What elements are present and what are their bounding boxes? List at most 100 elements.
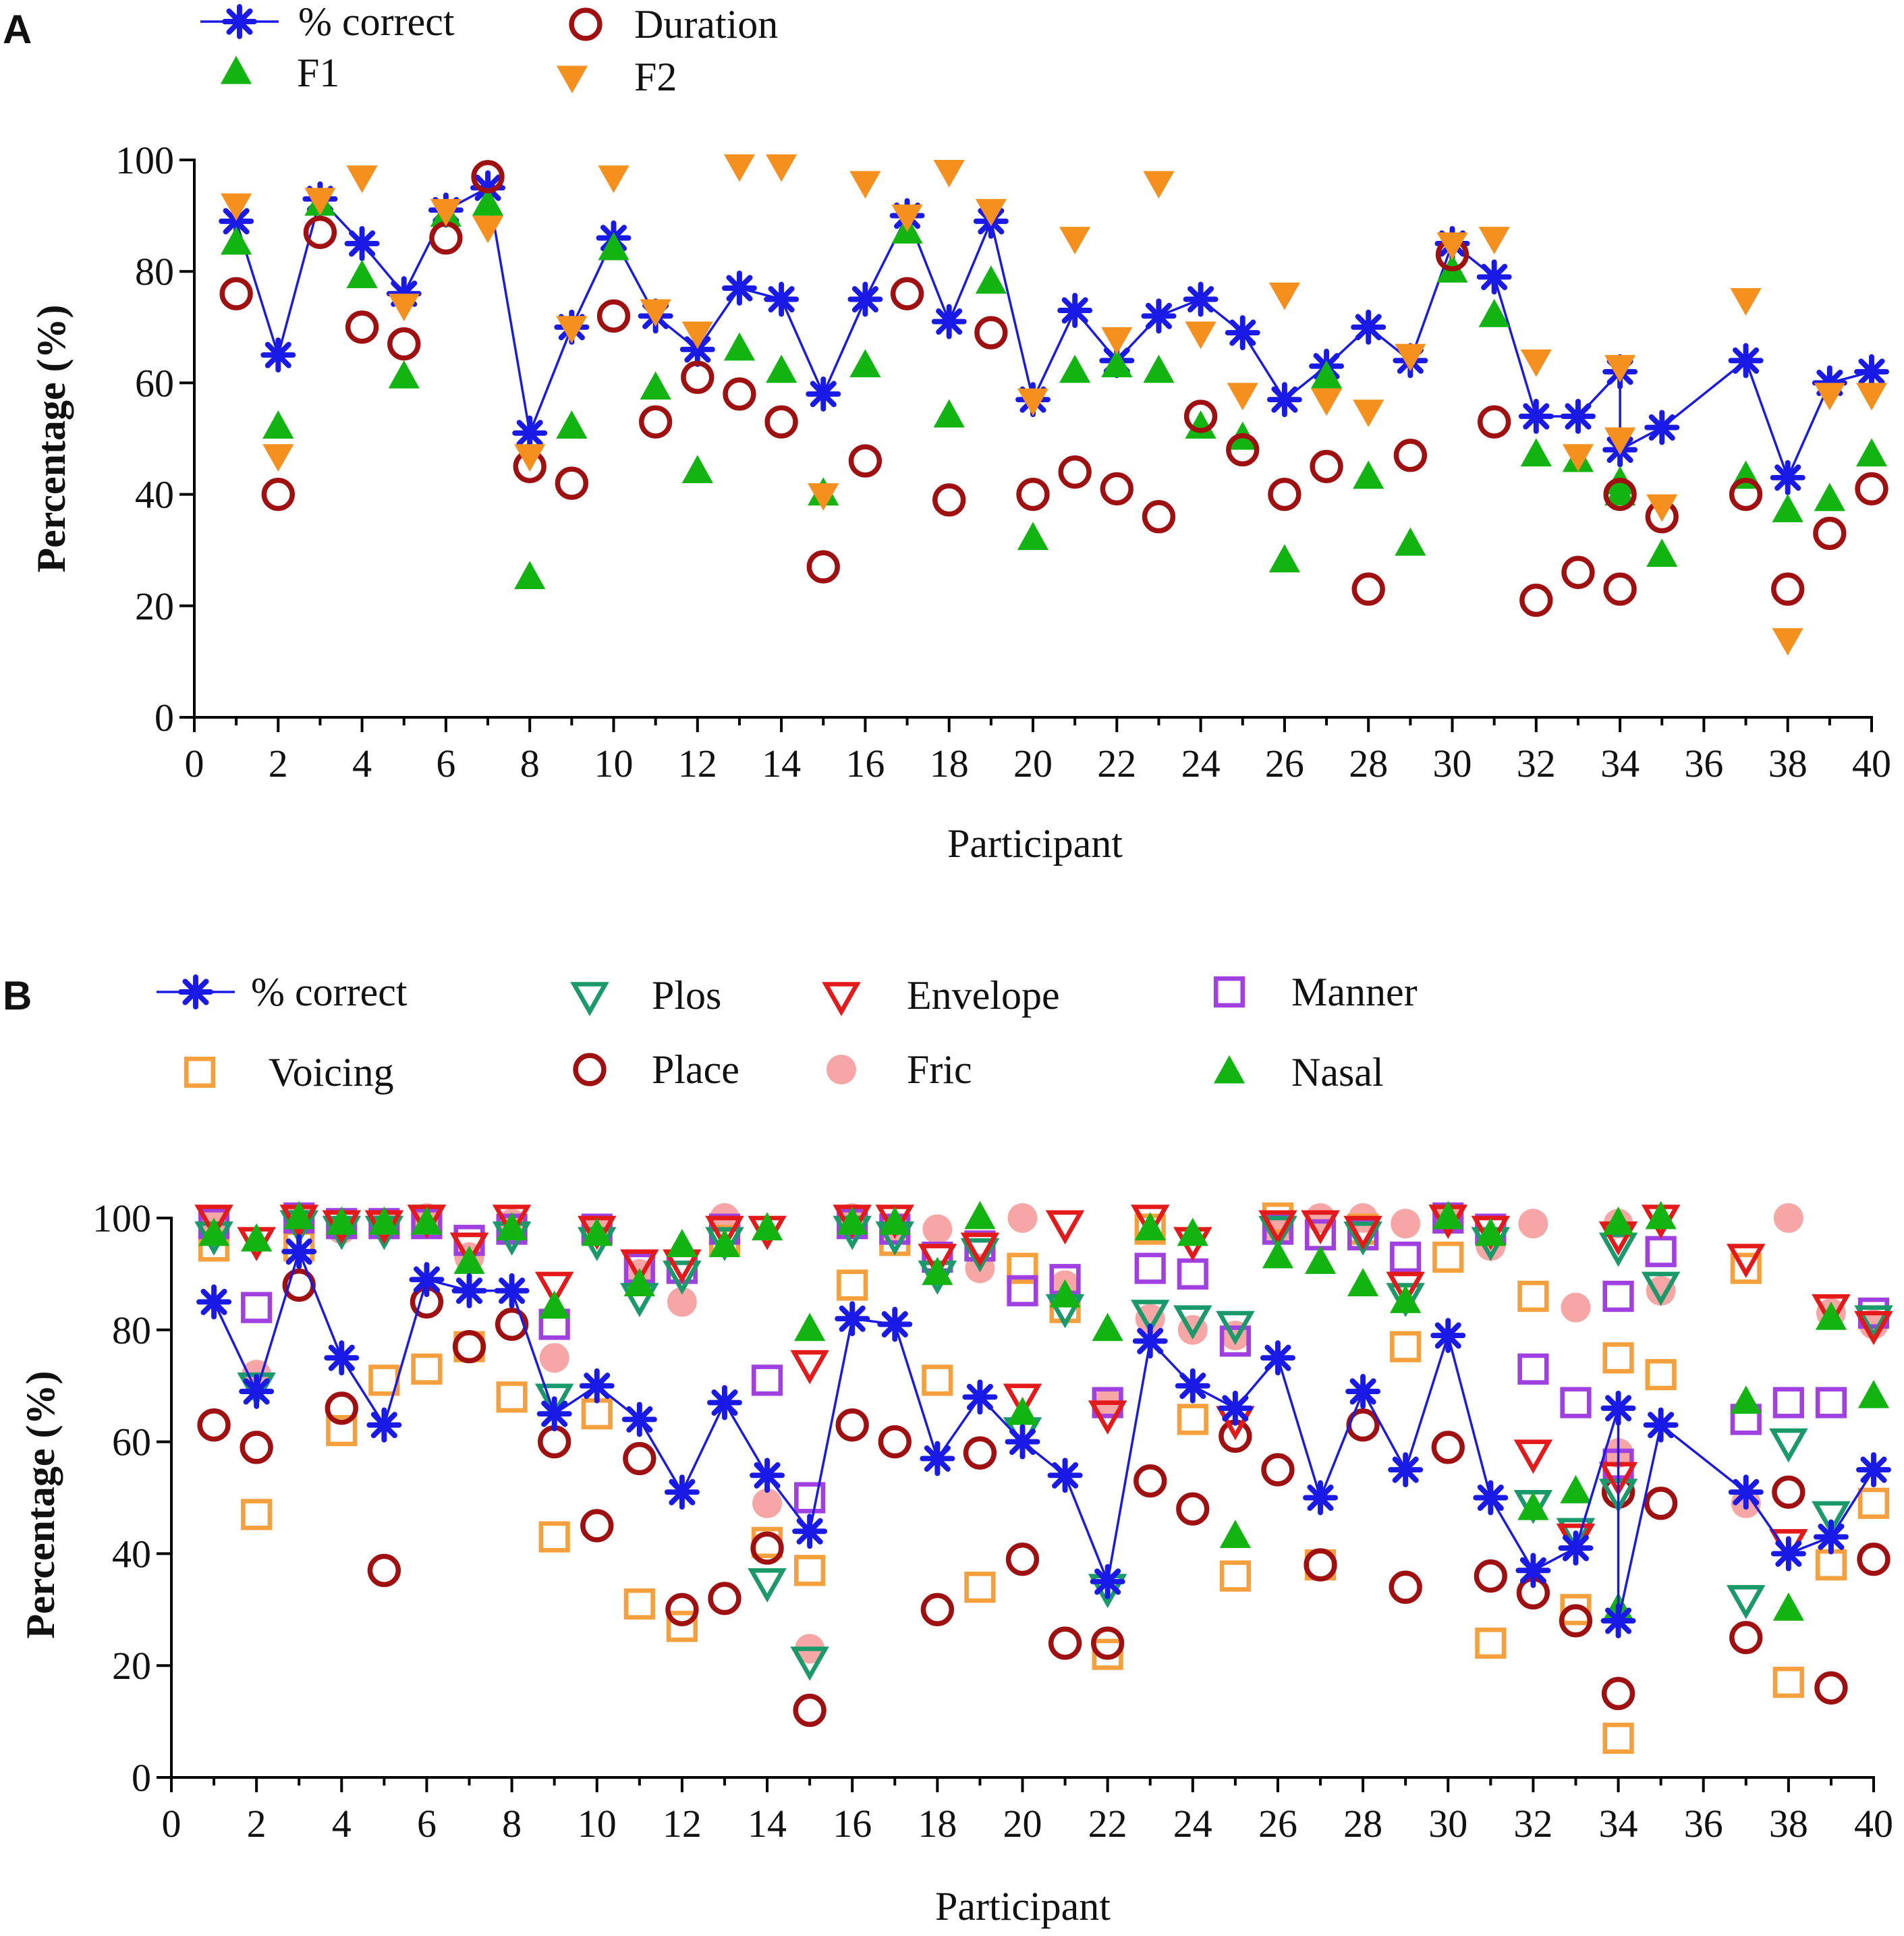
x-tick-label: 34	[1600, 742, 1640, 785]
x-tick-label: 30	[1433, 742, 1472, 785]
data-point-duration	[806, 550, 840, 584]
data-point-f2	[1855, 383, 1888, 411]
x-tick-label: 40	[1854, 1802, 1893, 1846]
data-point-envelope	[1003, 1383, 1042, 1418]
data-point-envelope	[534, 1271, 574, 1306]
x-tick-label: 36	[1684, 1802, 1723, 1846]
data-point-envelope	[194, 1205, 233, 1239]
data-point-plos	[748, 1568, 787, 1603]
data-point-voicing	[1645, 1359, 1677, 1391]
x-tick-label: 26	[1265, 742, 1304, 785]
data-point-f1	[766, 354, 797, 383]
data-point-f1	[514, 561, 546, 589]
data-point-f1	[975, 265, 1007, 294]
data-point-manner	[1815, 1387, 1847, 1418]
data-point-pct-correct	[1430, 1318, 1466, 1354]
series-line-pct-correct	[213, 1248, 1875, 1622]
data-point-f2	[849, 171, 881, 199]
data-point-pct-correct	[239, 1374, 275, 1409]
legend-item-fric: Fric	[827, 1047, 972, 1092]
data-point-duration	[1771, 572, 1805, 606]
data-point-voicing	[1730, 1252, 1762, 1284]
data-point-duration	[1226, 433, 1260, 467]
data-point-duration	[219, 277, 253, 310]
data-point-pct-correct	[1388, 1452, 1424, 1488]
data-point-place	[1729, 1621, 1763, 1655]
legend-marker-fric	[827, 1055, 856, 1084]
x-tick-label: 24	[1173, 1802, 1212, 1846]
data-point-pct-correct	[1856, 1452, 1891, 1488]
data-point-f1	[1310, 360, 1343, 389]
data-point-f2	[1017, 388, 1049, 416]
x-tick-label: 20	[1003, 1802, 1042, 1846]
y-axis-title-b: Percentage (%)	[18, 1371, 63, 1638]
data-point-f1	[640, 371, 671, 400]
data-point-voicing	[411, 1353, 443, 1385]
data-point-nasal	[708, 1229, 741, 1257]
data-point-pct-correct	[877, 1306, 913, 1342]
data-point-pct-correct	[1225, 315, 1260, 351]
data-point-pct-correct	[1558, 1530, 1594, 1566]
data-point-f2	[1436, 232, 1468, 260]
data-point-manner	[241, 1292, 273, 1323]
data-point-plos	[1130, 1300, 1170, 1334]
data-point-pct-correct	[1132, 1323, 1168, 1359]
x-tick-label: 10	[578, 1802, 617, 1846]
data-point-f1	[1646, 538, 1678, 567]
data-point-voicing	[1602, 1722, 1634, 1754]
data-point-fric	[1646, 1275, 1676, 1306]
legend-label: % correct	[298, 0, 455, 44]
data-point-place	[1091, 1626, 1125, 1660]
x-tick-label: 30	[1428, 1802, 1467, 1846]
data-point-nasal	[1049, 1279, 1081, 1308]
data-point-duration	[974, 316, 1008, 350]
series-nasal	[198, 1200, 1890, 1621]
data-point-pct-correct	[344, 225, 380, 261]
data-point-pct-correct	[1351, 309, 1387, 345]
data-point-pct-correct	[931, 304, 967, 339]
data-point-f1	[681, 455, 713, 484]
data-point-duration	[1855, 472, 1888, 505]
data-point-nasal	[964, 1200, 996, 1229]
data-point-f2	[304, 188, 336, 216]
legend-marker-voicing	[184, 1056, 216, 1088]
data-point-pct-correct	[1770, 460, 1805, 495]
legend-item-pct-correct: % correct	[200, 0, 455, 44]
data-point-envelope	[1513, 1439, 1553, 1474]
data-point-envelope	[492, 1205, 532, 1239]
data-point-nasal	[1815, 1301, 1847, 1330]
data-point-plos	[1598, 1232, 1638, 1267]
data-point-voicing	[1857, 1487, 1890, 1519]
data-point-f2	[1185, 321, 1216, 350]
data-point-voicing	[1475, 1627, 1507, 1659]
legend-marker-manner	[1213, 976, 1245, 1008]
x-tick-label: 28	[1349, 742, 1388, 785]
data-point-voicing	[1219, 1560, 1251, 1592]
y-tick-label: 20	[112, 1644, 151, 1688]
data-point-duration	[1519, 583, 1553, 617]
data-point-plos	[1769, 1428, 1808, 1463]
data-point-fric	[752, 1488, 783, 1518]
data-point-pct-correct	[1266, 382, 1302, 418]
data-point-place	[452, 1330, 486, 1364]
data-point-voicing	[964, 1572, 996, 1603]
data-point-envelope	[918, 1244, 957, 1278]
data-point-nasal	[751, 1212, 783, 1241]
data-point-plos	[1258, 1215, 1297, 1250]
data-point-pct-correct	[409, 1262, 445, 1298]
data-point-voicing	[1432, 1241, 1464, 1273]
data-point-voicing	[1390, 1331, 1422, 1362]
x-tick-label: 2	[247, 1802, 267, 1846]
data-point-f1	[1353, 460, 1384, 489]
legend-label: F2	[634, 55, 677, 99]
x-tick-label: 28	[1343, 1802, 1382, 1846]
data-point-pct-correct	[721, 271, 757, 306]
legend-label: Voicing	[269, 1050, 394, 1095]
data-point-f2	[1814, 383, 1845, 411]
data-point-nasal	[1177, 1217, 1208, 1246]
data-point-pct-correct	[664, 1474, 700, 1510]
x-tick-label: 10	[594, 742, 634, 785]
panel-a-label: A	[3, 7, 32, 52]
data-point-envelope	[1258, 1210, 1297, 1245]
data-point-place	[623, 1441, 656, 1476]
